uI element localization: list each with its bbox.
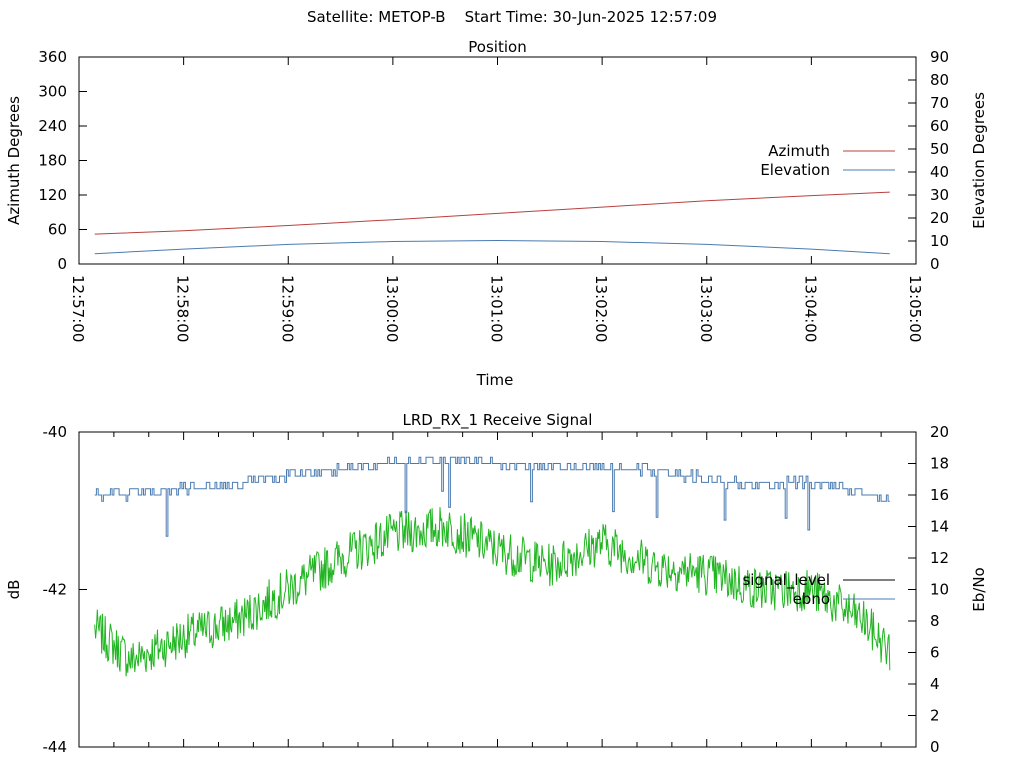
y-tick-label: 240 [38, 117, 67, 135]
signal-panel: LRD_RX_1 Receive Signal dB Eb/No -40-42-… [5, 411, 988, 756]
x-tick-label: 13:00:00 [383, 275, 401, 342]
page-title: Satellite: METOP-B Start Time: 30-Jun-20… [306, 8, 718, 26]
position-title: Position [468, 38, 526, 56]
y-tick-label: -42 [43, 581, 68, 599]
x-tick-label: 12:59:00 [278, 275, 296, 342]
signal-ticks: -40 -42 -44 0 2 4 6 8 10 12 14 16 18 20 [43, 423, 950, 756]
elevation-line [94, 239, 890, 255]
y-tick-label: -44 [43, 738, 68, 756]
y-tick-label: -40 [43, 423, 68, 441]
y2-tick-label: 14 [930, 518, 949, 536]
y-tick-label: 0 [57, 255, 67, 273]
x-tick-label: 12:58:00 [174, 275, 192, 342]
y2-tick-label: 30 [930, 186, 949, 204]
time-axis-label: Time [476, 371, 514, 389]
x-tick-label: 13:01:00 [488, 275, 506, 342]
y2-tick-label: 6 [930, 644, 940, 662]
y2-tick-label: 16 [930, 486, 949, 504]
ebno-line [94, 456, 890, 537]
y2-tick-label: 2 [930, 707, 940, 725]
y2-tick-label: 4 [930, 675, 940, 693]
position-legend: Azimuth Elevation [760, 142, 895, 179]
y2-tick-label: 20 [930, 423, 949, 441]
y2-tick-label: 10 [930, 232, 949, 250]
signal-plot-border [78, 431, 917, 748]
signal-level-line [94, 507, 891, 677]
signal-legend: signal_level ebno [742, 571, 895, 608]
y2-tick-label: 12 [930, 549, 949, 567]
y2-tick-label: 60 [930, 117, 949, 135]
y-tick-label: 300 [38, 83, 67, 101]
y-tick-label: 60 [48, 221, 67, 239]
x-tick-label: 12:57:00 [69, 275, 87, 342]
azimuth-axis-label: Azimuth Degrees [5, 96, 23, 225]
y2-tick-label: 40 [930, 163, 949, 181]
y2-tick-label: 0 [930, 255, 940, 273]
y-tick-label: 360 [38, 48, 67, 66]
position-ticks: 0 60 120 180 240 300 360 0 10 20 30 40 50 60 70 80 90 12:… [38, 48, 949, 342]
legend-azimuth-label: Azimuth [768, 142, 830, 160]
y2-tick-label: 8 [930, 612, 940, 630]
x-tick-label: 13:02:00 [592, 275, 610, 342]
y2-tick-label: 10 [930, 581, 949, 599]
y2-tick-label: 0 [930, 738, 940, 756]
y2-tick-label: 90 [930, 48, 949, 66]
signal-series [94, 456, 891, 677]
y-tick-label: 120 [38, 186, 67, 204]
legend-signal-level-label: signal_level [742, 571, 830, 590]
y2-tick-label: 70 [930, 94, 949, 112]
y2-tick-label: 50 [930, 140, 949, 158]
legend-ebno-label: ebno [793, 590, 830, 608]
y2-tick-label: 80 [930, 71, 949, 89]
y2-tick-label: 18 [930, 455, 949, 473]
y-tick-label: 180 [38, 152, 67, 170]
x-tick-label: 13:03:00 [697, 275, 715, 342]
x-tick-label: 13:05:00 [906, 275, 924, 342]
legend-elevation-label: Elevation [760, 161, 830, 179]
ebno-axis-label: Eb/No [970, 567, 988, 611]
position-series [94, 191, 890, 255]
elevation-axis-label: Elevation Degrees [970, 92, 988, 229]
azimuth-line [94, 191, 890, 235]
db-axis-label: dB [5, 580, 23, 600]
position-panel: Position Azimuth Degrees Elevation Degre… [5, 38, 988, 389]
signal-title: LRD_RX_1 Receive Signal [403, 411, 593, 430]
y2-tick-label: 20 [930, 209, 949, 227]
x-tick-label: 13:04:00 [801, 275, 819, 342]
